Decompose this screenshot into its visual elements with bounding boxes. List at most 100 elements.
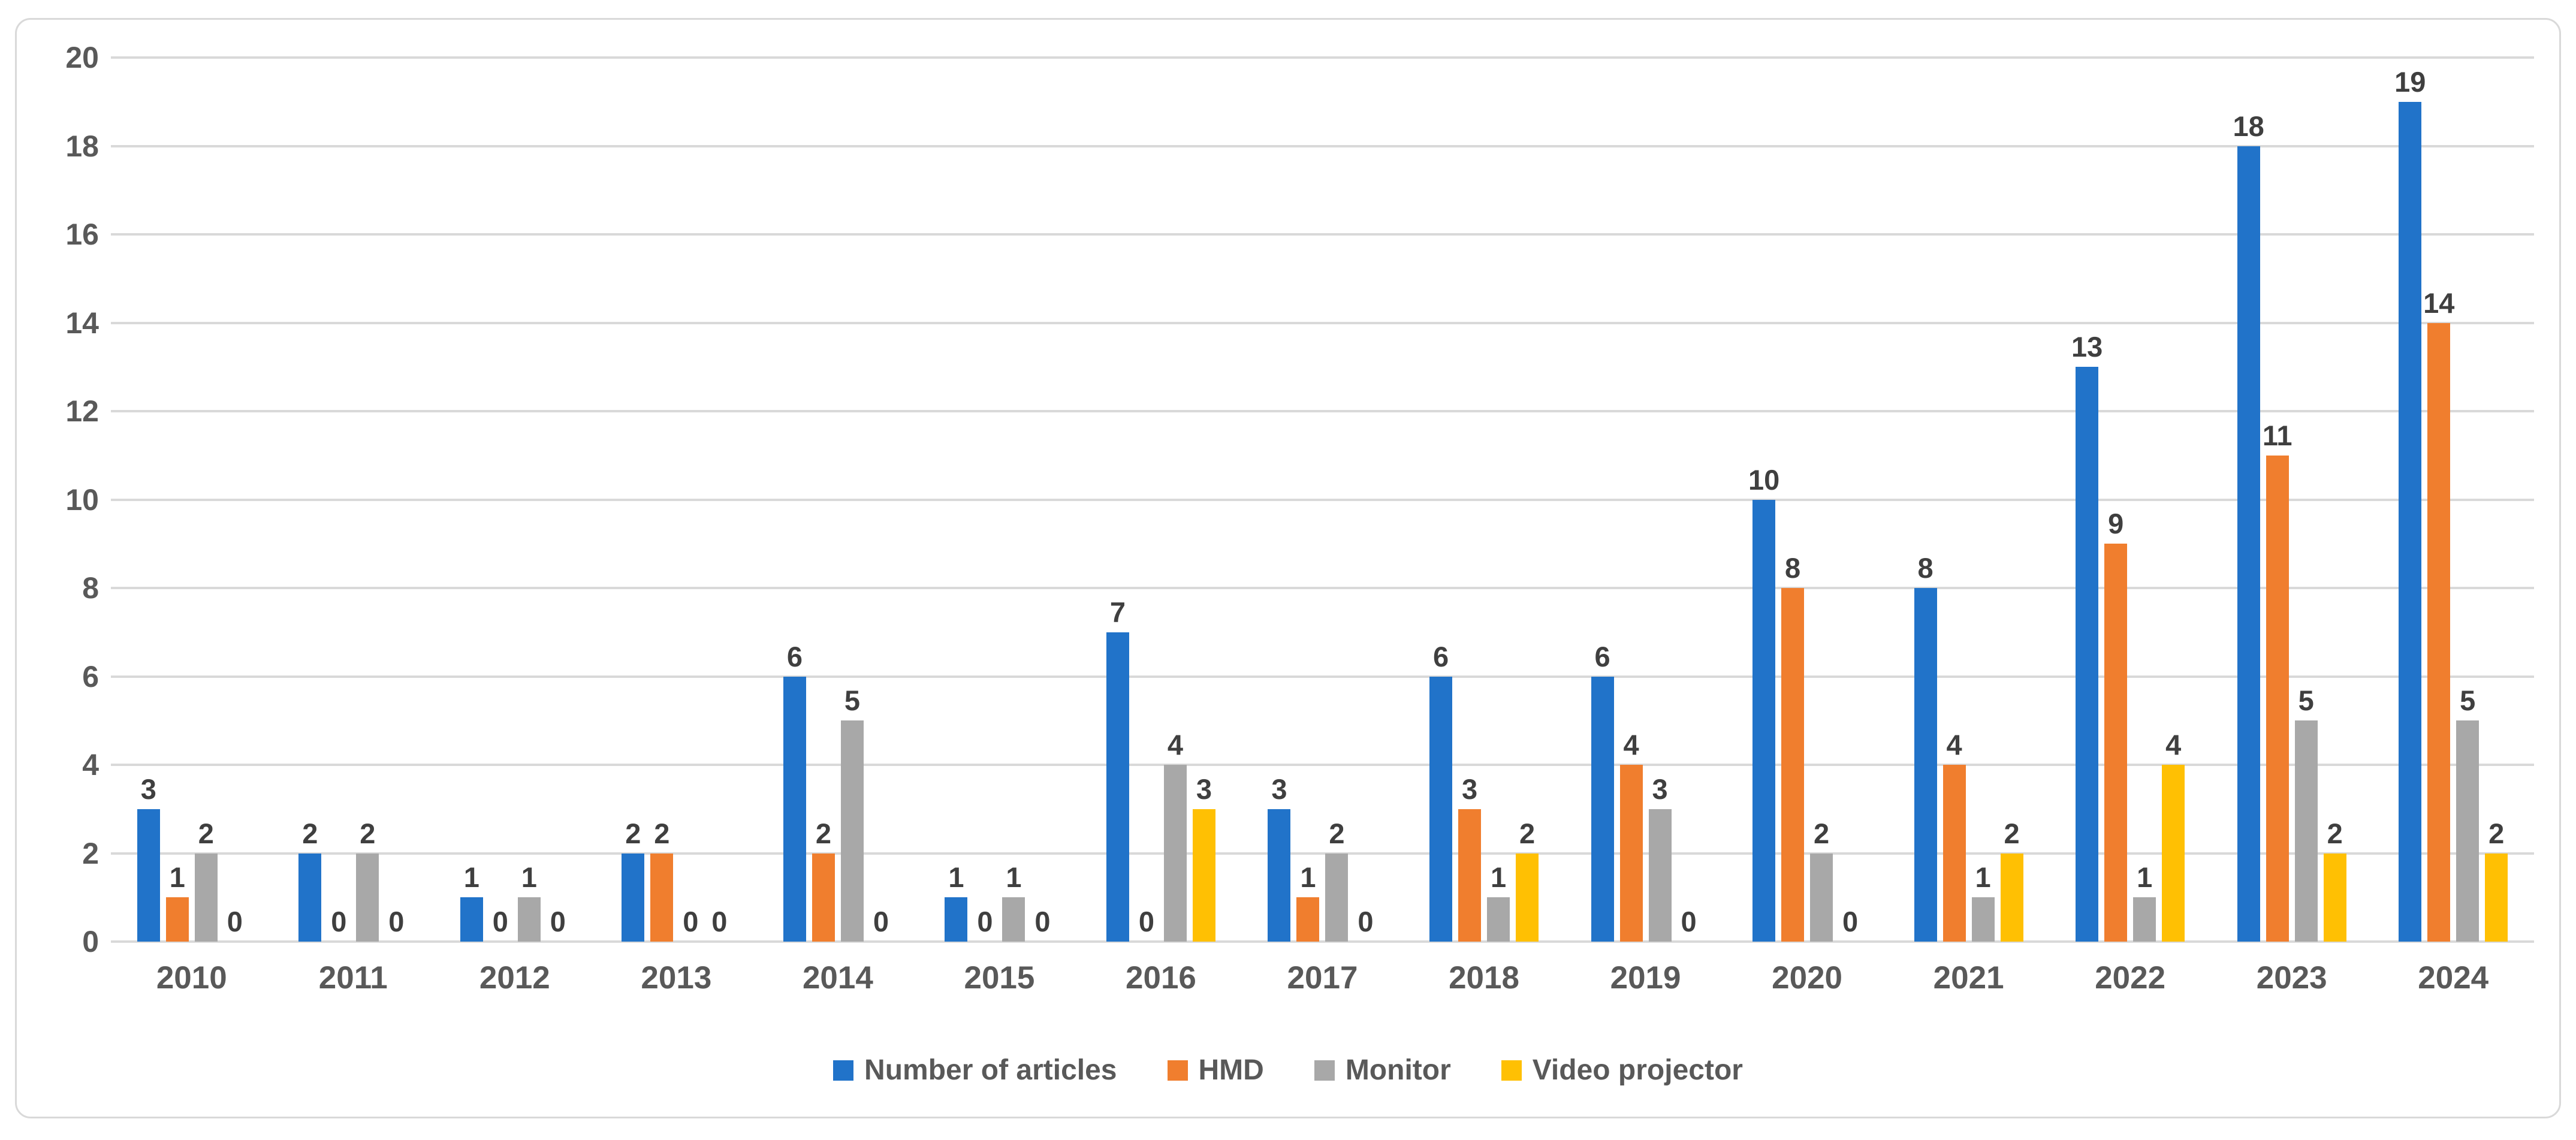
gridline-y-14	[111, 321, 2534, 324]
bar-hmd	[812, 853, 835, 942]
x-axis-label-2022: 2022	[2095, 960, 2166, 996]
bar-hmd	[2427, 322, 2451, 942]
x-axis-label-2019: 2019	[1610, 960, 1681, 996]
y-axis-labels: 0 2 4 6 8 10 12 14 16 18 20	[0, 43, 99, 957]
bar-value-label: 2	[2488, 817, 2505, 849]
x-axis-label-2012: 2012	[479, 960, 550, 996]
bar-number-of-articles	[1268, 809, 1291, 942]
bar-number-of-articles	[460, 897, 483, 942]
bar-monitor	[194, 853, 218, 942]
y-axis-tick-label: 0	[82, 925, 99, 958]
bar-monitor	[356, 853, 379, 942]
bar-video-projector	[2000, 853, 2023, 942]
bar-value-label: 1	[463, 861, 479, 894]
x-axis-label-2014: 2014	[802, 960, 873, 996]
bar-slot: 4	[1619, 58, 1643, 942]
bar-value-label: 3	[1271, 773, 1287, 805]
gridline-y-16	[111, 233, 2534, 236]
bar-slot: 8	[1914, 58, 1937, 942]
bar-value-label: 8	[1785, 552, 1801, 584]
bar-value-label: 1	[1006, 861, 1022, 894]
bar-value-label: 6	[1432, 640, 1449, 672]
bar-slot: 3	[137, 58, 160, 942]
bar-value-label: 1	[169, 861, 185, 894]
x-axis-label-2010: 2010	[156, 960, 227, 996]
bar-cluster: 6 2 5 0	[783, 58, 892, 942]
bar-value-label: 3	[1196, 773, 1212, 805]
bar-value-label: 4	[1167, 729, 1184, 761]
bar-group-2023: 18 11 5 2	[2211, 58, 2373, 942]
bar-slot: 0	[385, 58, 408, 942]
y-axis-tick-label: 16	[65, 218, 99, 251]
y-axis-tick-label: 4	[82, 748, 99, 782]
y-axis-tick-label: 20	[65, 41, 99, 74]
bar-slot: 4	[1163, 58, 1187, 942]
bar-slot: 0	[870, 58, 892, 942]
y-axis-tick-label: 10	[65, 482, 99, 517]
bar-slot: 4	[2162, 58, 2185, 942]
bar-number-of-articles	[2399, 101, 2422, 942]
y-axis-tick-label: 8	[82, 571, 99, 605]
bar-value-label: 0	[227, 906, 243, 937]
legend-swatch-icon	[1314, 1060, 1335, 1081]
y-axis-tick-label: 2	[82, 836, 99, 870]
bar-monitor	[1325, 853, 1349, 942]
bar-slot: 11	[2263, 58, 2293, 942]
bar-value-label: 3	[1461, 773, 1478, 805]
legend-label: HMD	[1198, 1054, 1264, 1086]
bar-slot: 5	[2456, 58, 2480, 942]
bar-monitor	[2456, 720, 2480, 942]
bar-monitor	[2294, 720, 2318, 942]
bar-video-projector	[2323, 853, 2346, 942]
bar-number-of-articles	[1106, 632, 1129, 942]
bar-slot: 0	[973, 58, 996, 942]
bar-value-label: 8	[1917, 552, 1933, 584]
bar-slot: 0	[224, 58, 246, 942]
bar-value-label: 1	[948, 861, 964, 894]
bar-value-label: 5	[844, 684, 860, 717]
bar-number-of-articles	[1914, 588, 1937, 942]
bar-slot: 2	[2323, 58, 2346, 942]
bar-slot: 1	[1487, 58, 1510, 942]
bar-value-label: 2	[815, 817, 831, 849]
legend-swatch-icon	[1167, 1060, 1188, 1081]
bar-monitor	[2133, 897, 2156, 942]
bar-slot: 2	[2000, 58, 2023, 942]
bar-value-label: 2	[625, 817, 641, 849]
bar-slot: 0	[1678, 58, 1700, 942]
bar-value-label: 0	[683, 906, 699, 937]
bar-value-label: 6	[786, 640, 803, 672]
bar-slot: 19	[2394, 58, 2426, 942]
legend: Number of articles HMD Monitor Video projec…	[0, 1056, 2576, 1085]
y-axis-tick-label: 12	[65, 394, 99, 428]
x-axis-label-2017: 2017	[1287, 960, 1358, 996]
bar-value-label: 1	[1975, 861, 1991, 894]
bar-slot: 13	[2071, 58, 2103, 942]
bar-hmd	[2104, 544, 2128, 942]
gridline-y-0	[111, 940, 2534, 943]
gridline-y-4	[111, 764, 2534, 766]
bar-value-label: 11	[2262, 419, 2293, 451]
gridline-y-2	[111, 852, 2534, 855]
bar-value-label: 6	[1594, 640, 1610, 672]
bar-slot: 1	[1002, 58, 1025, 942]
bar-slot: 0	[1354, 58, 1377, 942]
gridline-y-20	[111, 56, 2534, 59]
bar-group-2024: 19 14 5 2	[2372, 58, 2534, 942]
x-axis-label-2023: 2023	[2256, 960, 2327, 996]
bar-group-2020: 10 8 2 0	[1726, 58, 1888, 942]
bar-value-label: 5	[2460, 684, 2476, 717]
bar-value-label: 0	[873, 906, 889, 937]
bar-slot: 6	[783, 58, 806, 942]
bar-number-of-articles	[945, 897, 968, 942]
bar-value-label: 1	[1490, 861, 1507, 894]
bar-hmd	[1458, 809, 1482, 942]
bar-value-label: 2	[1519, 817, 1536, 849]
x-axis-label-2015: 2015	[964, 960, 1035, 996]
